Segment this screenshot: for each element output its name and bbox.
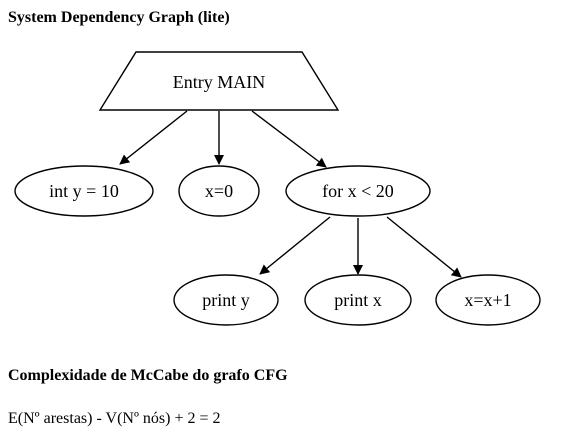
entry-trapezium bbox=[98, 51, 340, 111]
complexity-formula: E(Nº arestas) - V(Nº nós) + 2 = 2 bbox=[8, 410, 221, 427]
node-ellipse bbox=[173, 274, 279, 326]
node-ellipse bbox=[14, 165, 154, 217]
node-label: x=x+1 bbox=[464, 290, 511, 310]
edge-entry-to-int-y bbox=[119, 110, 188, 165]
node-print-y: print y bbox=[173, 274, 279, 326]
node-label: x=0 bbox=[205, 181, 233, 201]
graph-edges bbox=[119, 110, 462, 278]
node-entry-main: Entry MAIN bbox=[98, 51, 340, 111]
node-print-x: print x bbox=[304, 274, 412, 326]
node-ellipse bbox=[285, 165, 431, 217]
node-ellipse bbox=[178, 165, 260, 217]
node-int-y: int y = 10 bbox=[14, 165, 154, 217]
edge-for-loop-to-x-increment bbox=[386, 216, 462, 278]
node-label: int y = 10 bbox=[49, 181, 119, 201]
node-label: print y bbox=[202, 290, 250, 310]
node-label-entry: Entry MAIN bbox=[173, 72, 266, 92]
complexity-heading: Complexidade de McCabe do grafo CFG bbox=[8, 367, 288, 384]
node-x-0: x=0 bbox=[178, 165, 260, 217]
node-label: for x < 20 bbox=[322, 181, 394, 201]
node-ellipse bbox=[304, 274, 412, 326]
node-x-increment: x=x+1 bbox=[435, 274, 541, 326]
node-ellipse bbox=[435, 274, 541, 326]
dependency-graph: Entry MAIN int y = 10 x=0 for x < 20 pri… bbox=[14, 51, 541, 326]
edge-entry-to-for-loop bbox=[251, 110, 327, 168]
node-label: print x bbox=[334, 290, 382, 310]
node-for-loop: for x < 20 bbox=[285, 165, 431, 217]
page-title: System Dependency Graph (lite) bbox=[8, 9, 230, 26]
edge-for-loop-to-print-y bbox=[259, 216, 331, 275]
